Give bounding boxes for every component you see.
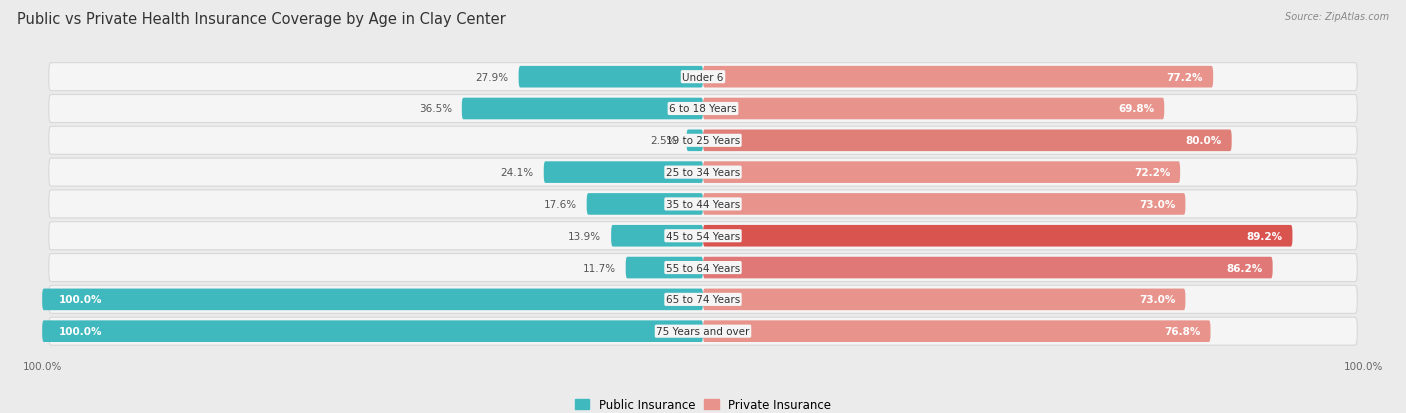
Text: 55 to 64 Years: 55 to 64 Years [666,263,740,273]
Text: 19 to 25 Years: 19 to 25 Years [666,136,740,146]
Text: 2.5%: 2.5% [650,136,676,146]
Text: 77.2%: 77.2% [1167,73,1204,83]
Text: 35 to 44 Years: 35 to 44 Years [666,199,740,209]
FancyBboxPatch shape [586,194,703,215]
FancyBboxPatch shape [703,130,1232,152]
FancyBboxPatch shape [686,130,703,152]
FancyBboxPatch shape [703,225,1292,247]
FancyBboxPatch shape [703,289,1185,311]
Text: 100.0%: 100.0% [59,294,103,305]
Text: 73.0%: 73.0% [1139,294,1175,305]
Text: Public vs Private Health Insurance Coverage by Age in Clay Center: Public vs Private Health Insurance Cover… [17,12,506,27]
FancyBboxPatch shape [703,320,1211,342]
Text: Under 6: Under 6 [682,73,724,83]
Text: 65 to 74 Years: 65 to 74 Years [666,294,740,305]
FancyBboxPatch shape [49,318,1357,345]
Text: 27.9%: 27.9% [475,73,509,83]
FancyBboxPatch shape [49,190,1357,218]
FancyBboxPatch shape [626,257,703,279]
FancyBboxPatch shape [703,257,1272,279]
Text: 6 to 18 Years: 6 to 18 Years [669,104,737,114]
FancyBboxPatch shape [49,127,1357,155]
Text: 75 Years and over: 75 Years and over [657,326,749,336]
FancyBboxPatch shape [49,64,1357,91]
FancyBboxPatch shape [49,159,1357,187]
Text: 89.2%: 89.2% [1246,231,1282,241]
FancyBboxPatch shape [461,98,703,120]
Legend: Public Insurance, Private Insurance: Public Insurance, Private Insurance [571,393,835,413]
Text: Source: ZipAtlas.com: Source: ZipAtlas.com [1285,12,1389,22]
Text: 13.9%: 13.9% [568,231,602,241]
Text: 80.0%: 80.0% [1185,136,1222,146]
FancyBboxPatch shape [544,162,703,183]
Text: 100.0%: 100.0% [59,326,103,336]
Text: 36.5%: 36.5% [419,104,451,114]
FancyBboxPatch shape [703,162,1180,183]
FancyBboxPatch shape [519,67,703,88]
Text: 73.0%: 73.0% [1139,199,1175,209]
FancyBboxPatch shape [703,67,1213,88]
Text: 69.8%: 69.8% [1118,104,1154,114]
Text: 76.8%: 76.8% [1164,326,1201,336]
Text: 45 to 54 Years: 45 to 54 Years [666,231,740,241]
Text: 86.2%: 86.2% [1226,263,1263,273]
FancyBboxPatch shape [703,98,1164,120]
Text: 25 to 34 Years: 25 to 34 Years [666,168,740,178]
FancyBboxPatch shape [42,320,703,342]
Text: 24.1%: 24.1% [501,168,534,178]
FancyBboxPatch shape [49,222,1357,250]
FancyBboxPatch shape [49,286,1357,313]
FancyBboxPatch shape [703,194,1185,215]
FancyBboxPatch shape [42,289,703,311]
Text: 11.7%: 11.7% [582,263,616,273]
Text: 17.6%: 17.6% [544,199,576,209]
FancyBboxPatch shape [49,254,1357,282]
FancyBboxPatch shape [612,225,703,247]
Text: 72.2%: 72.2% [1133,168,1170,178]
FancyBboxPatch shape [49,95,1357,123]
